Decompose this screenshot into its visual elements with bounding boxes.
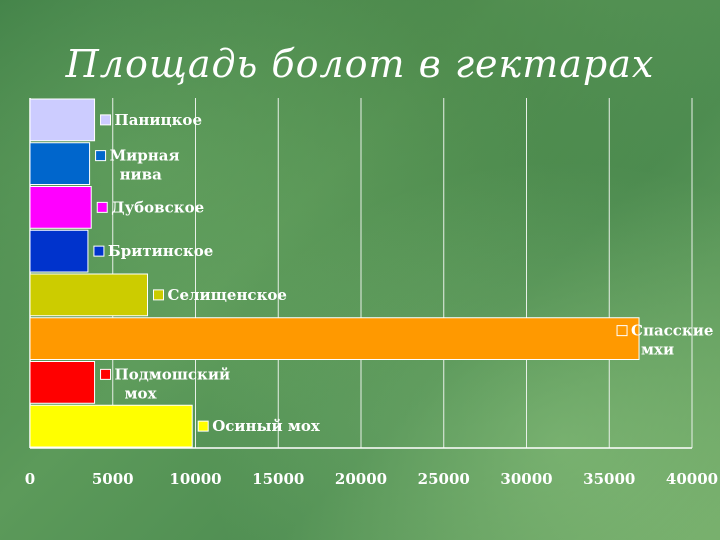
bar: [29, 186, 92, 229]
x-tick-label: 30000: [500, 470, 552, 488]
legend-label: Подмошский: [115, 365, 231, 383]
legend-swatch: [616, 325, 628, 337]
bar: [29, 229, 89, 273]
bar: [29, 404, 193, 448]
legend-label: мох: [125, 384, 158, 402]
bars: [29, 98, 640, 448]
legend-label: Дубовское: [111, 198, 204, 216]
legend-label: Паницкое: [115, 111, 202, 129]
legend-swatch: [93, 245, 105, 257]
legend-swatch: [96, 201, 108, 213]
legend-label: Осиный мох: [212, 417, 321, 435]
bar: [29, 317, 640, 360]
legend-label: Мирная: [110, 147, 180, 165]
x-tick-label: 10000: [169, 470, 221, 488]
x-tick-label: 35000: [583, 470, 635, 488]
legend-label: мхи: [641, 341, 674, 359]
legend-label: нива: [120, 166, 163, 184]
legend-swatch: [95, 150, 107, 162]
bar: [29, 98, 96, 142]
legend-swatch: [100, 368, 112, 380]
tick-labels: 0 5000 10000 15000 20000 25000 30000 35000 40000: [25, 470, 718, 488]
x-tick-label: 40000: [666, 470, 718, 488]
x-tick-label: 15000: [252, 470, 304, 488]
bar: [29, 142, 91, 185]
legend-swatch: [153, 289, 165, 301]
bar: [29, 273, 149, 317]
legend-swatch: [197, 420, 209, 432]
x-tick-label: 0: [25, 470, 35, 488]
gridlines: [112, 98, 693, 448]
legend-label: Спасские: [631, 322, 713, 340]
slide-title: Площадь болот в гектарах: [65, 42, 655, 86]
x-tick-label: 5000: [92, 470, 134, 488]
x-tick-label: 25000: [418, 470, 470, 488]
x-tick-label: 20000: [335, 470, 387, 488]
legend-swatch: [100, 114, 112, 126]
legend-label: Бритинское: [108, 242, 213, 260]
bar: [29, 361, 96, 404]
legend-label: Селищенское: [168, 286, 287, 304]
